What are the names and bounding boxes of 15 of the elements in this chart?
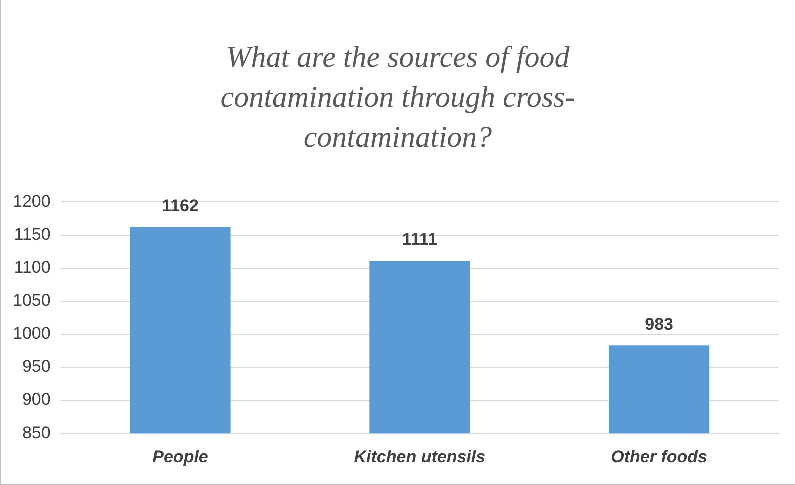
data-label: 1162: [162, 196, 199, 216]
y-tick-label: 1100: [14, 258, 51, 277]
chart-title: What are the sources of food contamination through cross-contamination?: [220, 40, 576, 156]
y-tick-label: 1000: [12, 324, 51, 344]
y-tick-label: 1200: [12, 192, 51, 211]
y-tick-label: 1150: [14, 224, 51, 244]
y-tick-label: 850: [22, 423, 51, 442]
data-label: 1111: [402, 230, 438, 250]
data-label: 983: [645, 314, 674, 334]
y-tick-label: 900: [22, 390, 51, 410]
x-tick-label: People: [152, 447, 208, 466]
y-tick-label: 1050: [12, 291, 51, 310]
x-tick-label: Other foods: [611, 447, 708, 466]
x-tick-label: Kitchen utensils: [354, 447, 486, 466]
y-tick-label: 950: [22, 357, 51, 376]
